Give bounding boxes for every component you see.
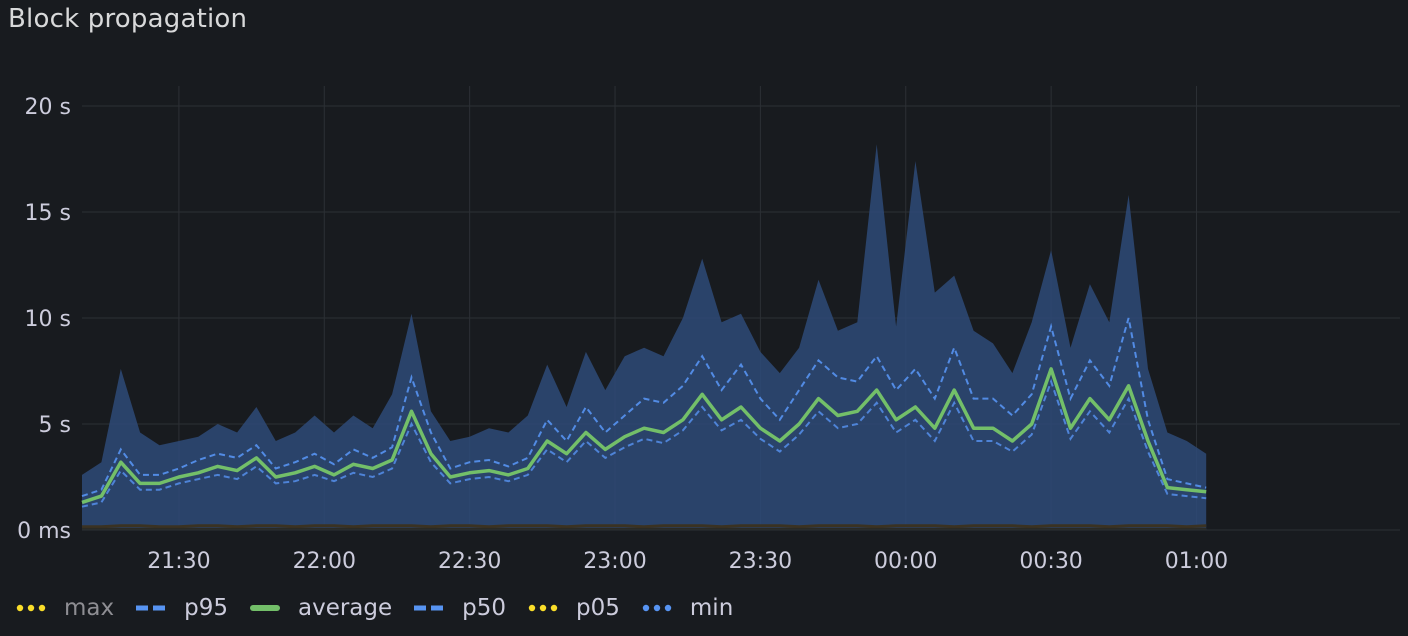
legend-item-min[interactable]: min xyxy=(642,595,733,621)
x-tick-label: 22:00 xyxy=(293,549,356,574)
y-tick-label: 20 s xyxy=(25,95,71,120)
y-tick-label: 10 s xyxy=(25,307,71,332)
series-p50-line[interactable] xyxy=(81,378,1207,508)
legend-label-average: average xyxy=(298,595,393,621)
chart-legend: max p95 average p50 p05 min xyxy=(16,595,755,621)
y-tick-label: 0 ms xyxy=(17,519,71,544)
legend-item-average[interactable]: average xyxy=(250,595,392,621)
legend-item-p50[interactable]: p50 xyxy=(414,595,506,621)
legend-label-min: min xyxy=(689,595,734,621)
legend-item-max[interactable]: max xyxy=(16,595,114,621)
legend-label-max: max xyxy=(64,595,115,621)
legend-label-p50: p50 xyxy=(462,595,507,621)
x-tick-label: 23:00 xyxy=(583,549,646,574)
x-tick-label: 22:30 xyxy=(438,549,501,574)
legend-swatch-p50 xyxy=(414,605,444,611)
legend-swatch-p95 xyxy=(136,605,166,611)
y-tick-label: 5 s xyxy=(39,413,71,438)
legend-item-p05[interactable]: p05 xyxy=(528,595,620,621)
x-tick-label: 23:30 xyxy=(729,549,792,574)
series-p05-line[interactable] xyxy=(82,524,1207,529)
series-max-area[interactable] xyxy=(82,144,1207,530)
y-tick-label: 15 s xyxy=(25,201,71,226)
legend-swatch-p05 xyxy=(528,604,558,612)
legend-label-p05: p05 xyxy=(576,595,620,621)
block-propagation-chart[interactable]: 0 ms 5 s 10 s 15 s 20 s 21:30 22:00 22:30 23:00 2… xyxy=(0,0,1408,590)
legend-swatch-min xyxy=(642,604,672,612)
x-tick-label: 01:00 xyxy=(1165,549,1228,574)
legend-swatch-average xyxy=(250,605,280,611)
legend-label-p95: p95 xyxy=(184,595,228,621)
x-tick-label: 00:30 xyxy=(1019,549,1082,574)
legend-item-p95[interactable]: p95 xyxy=(136,595,228,621)
x-tick-label: 00:00 xyxy=(874,549,937,574)
series-p95-line[interactable] xyxy=(81,317,1207,498)
series-average-line[interactable] xyxy=(81,367,1207,505)
x-tick-label: 21:30 xyxy=(147,549,210,574)
panel-title[interactable]: Block propagation xyxy=(8,4,248,34)
legend-swatch-max xyxy=(16,604,46,612)
